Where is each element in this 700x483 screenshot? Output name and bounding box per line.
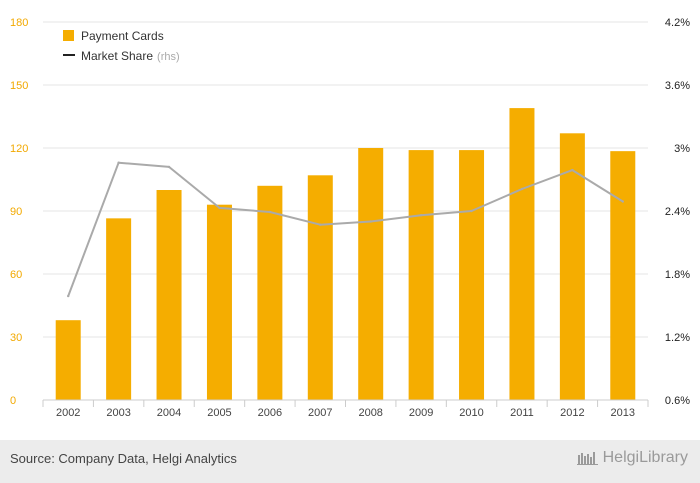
y-tick-right: 3% — [674, 143, 690, 155]
bar-payment-cards — [559, 133, 585, 401]
x-tick-label: 2011 — [510, 407, 534, 419]
x-tick-label: 2004 — [157, 407, 181, 419]
x-tick-label: 2008 — [358, 407, 382, 419]
x-tick-label: 2005 — [207, 407, 231, 419]
axes: 0 0.6% 30 1.2% 60 1.8% 90 2.4% 120 3% 150 3.6% 180 4.… — [10, 17, 690, 419]
line-market-share — [67, 161, 624, 297]
footer-bar — [0, 440, 700, 483]
x-tick-label: 2010 — [459, 407, 483, 419]
y-tick-left: 60 — [10, 269, 22, 281]
y-tick-right: 1.2% — [665, 332, 690, 344]
bar-payment-cards — [408, 150, 434, 400]
y-tick-left: 90 — [10, 206, 22, 218]
y-tick-right: 1.8% — [665, 269, 690, 281]
chart: 0 0.6% 30 1.2% 60 1.8% 90 2.4% 120 3% 150 3.6% 180 4.… — [10, 17, 690, 419]
y-tick-right: 3.6% — [665, 80, 690, 92]
bar-payment-cards — [156, 190, 182, 400]
x-tick-label: 2012 — [560, 407, 584, 419]
point-market-share — [167, 165, 171, 169]
gridlines — [43, 21, 648, 338]
point-market-share — [470, 209, 473, 213]
x-tick-label: 2006 — [258, 407, 282, 419]
y-tick-right: 4.2% — [665, 17, 690, 29]
legend-label-market-share: Market Share (rhs) — [81, 49, 180, 63]
bar-payment-cards — [55, 320, 81, 400]
bar-payment-cards — [257, 185, 283, 400]
x-tick-label: 2013 — [611, 407, 635, 419]
legend-swatch-market-share — [63, 54, 75, 56]
y-tick-left: 150 — [10, 80, 28, 92]
point-market-share — [621, 200, 624, 203]
point-market-share — [419, 214, 423, 217]
x-tick-label: 2009 — [409, 407, 433, 419]
bar-payment-cards — [307, 175, 333, 400]
bars — [55, 108, 636, 401]
brand-name: HelgiLibrary — [602, 449, 688, 466]
point-market-share — [520, 187, 524, 191]
library-icon — [576, 452, 598, 465]
x-tick-label: 2002 — [56, 407, 80, 419]
point-market-share — [218, 206, 221, 210]
legend-label-payment-cards: Payment Cards — [81, 29, 164, 43]
y-tick-left: 30 — [10, 332, 22, 344]
bar-payment-cards — [106, 218, 132, 400]
point-market-share — [268, 210, 272, 214]
point-market-share — [571, 168, 574, 172]
bar-payment-cards — [509, 108, 535, 400]
x-tick-label: 2003 — [106, 407, 130, 419]
source-text: Source: Company Data, Helgi Analytics — [10, 451, 237, 466]
y-tick-left: 0 — [10, 395, 16, 407]
y-tick-left: 120 — [10, 143, 28, 155]
market-share-line — [67, 161, 624, 298]
bar-payment-cards — [610, 151, 636, 400]
x-tick-label: 2007 — [308, 407, 332, 419]
bar-payment-cards — [206, 204, 232, 400]
point-market-share — [117, 161, 120, 164]
y-tick-left: 180 — [10, 17, 28, 29]
legend: Payment Cards Market Share (rhs) — [63, 29, 180, 63]
bar-payment-cards — [358, 148, 384, 400]
y-tick-right: 0.6% — [665, 395, 690, 407]
bar-payment-cards — [459, 150, 485, 400]
point-market-share — [67, 294, 70, 298]
y-tick-right: 2.4% — [665, 206, 690, 218]
point-market-share — [369, 220, 372, 223]
point-market-share — [319, 223, 322, 226]
legend-swatch-payment-cards — [63, 30, 74, 41]
brand-logo: HelgiLibrary — [576, 449, 688, 467]
